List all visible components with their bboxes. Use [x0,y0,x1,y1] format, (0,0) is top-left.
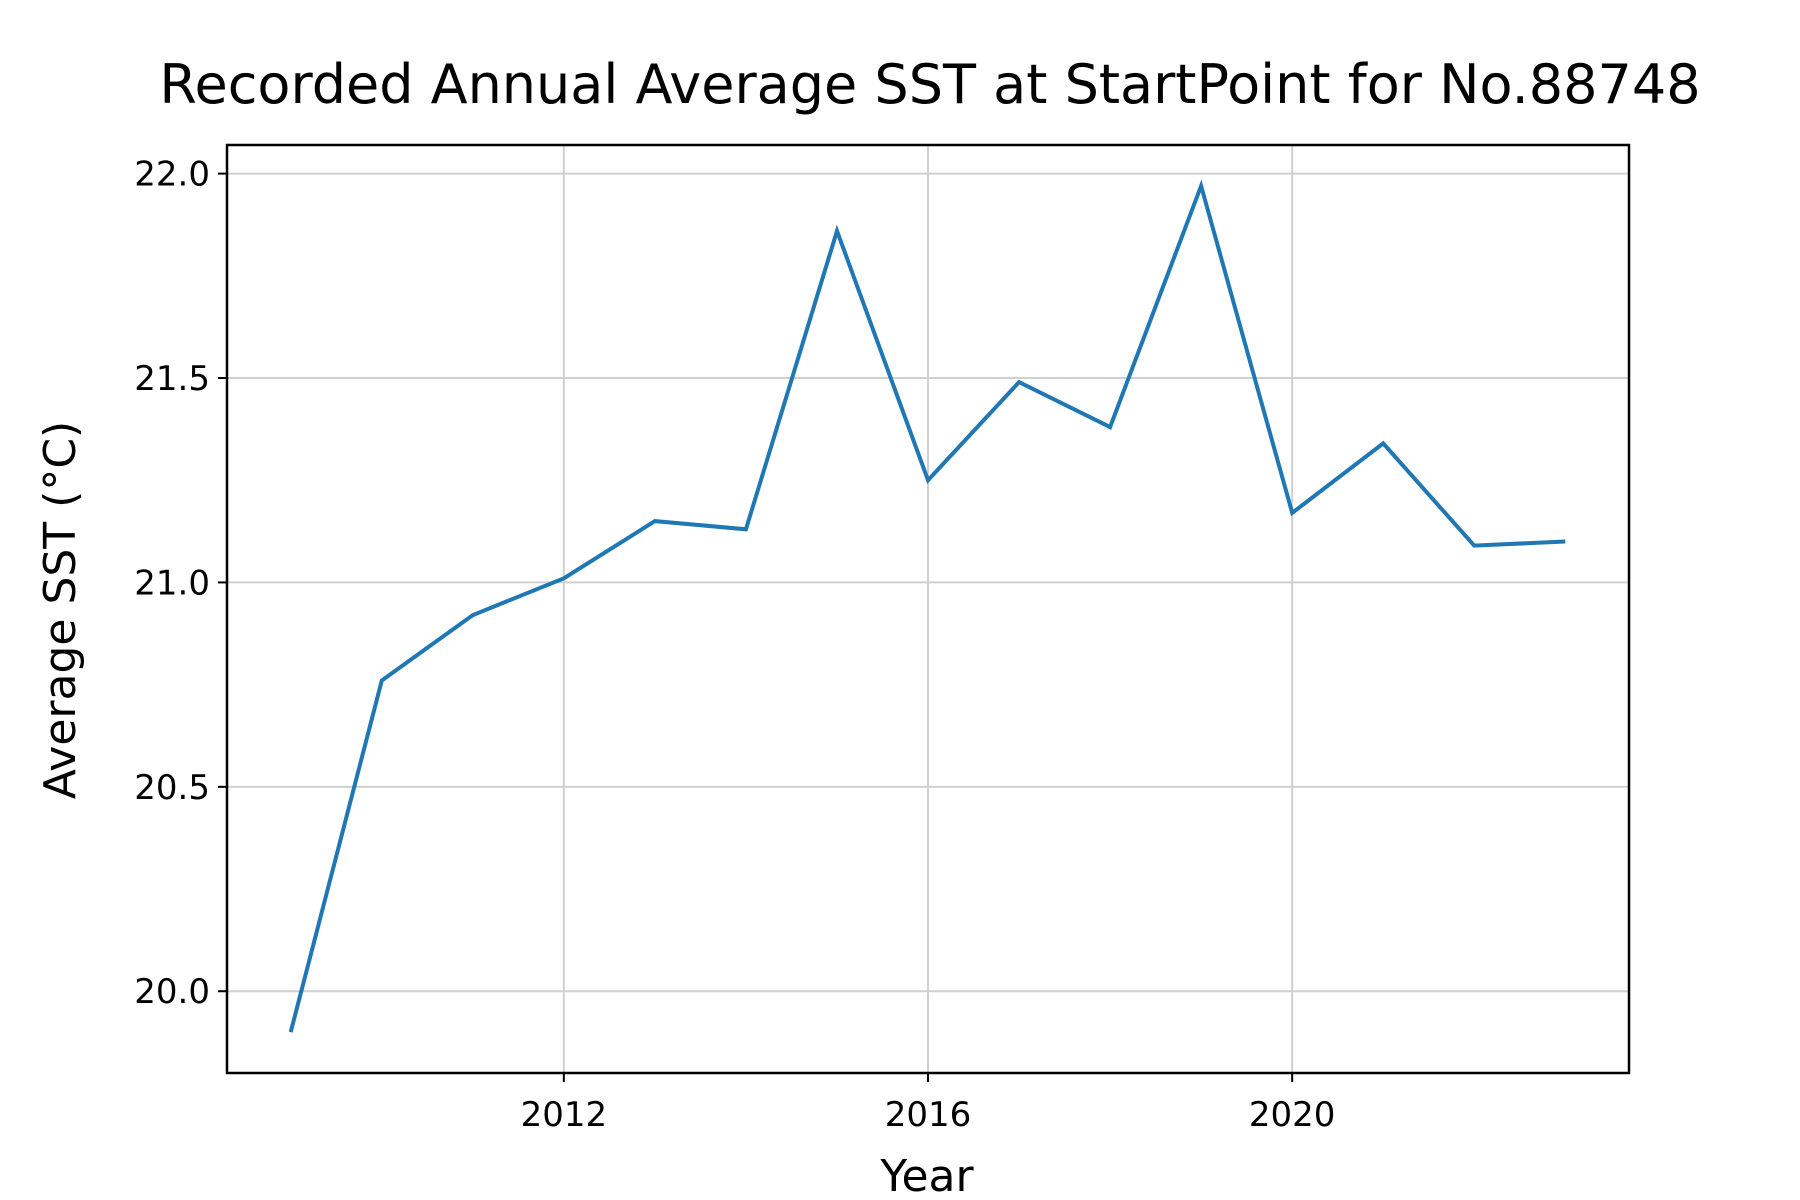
series-line [288,179,1566,1033]
x-axis-title: Year [879,1151,974,1200]
grid [227,145,1629,1073]
y-tick-label: 21.5 [134,359,210,399]
x-tick-label: 2012 [521,1095,608,1135]
x-tick-label: 2020 [1249,1095,1336,1135]
y-tick-label: 22.0 [134,155,210,195]
y-tick-label: 20.0 [134,972,210,1012]
y-tick-label: 21.0 [134,563,210,603]
series-layer [288,179,1566,1033]
y-axis-title: Average SST (°C) [35,421,86,799]
y-tick-label: 20.5 [134,768,210,808]
chart-title: Recorded Annual Average SST at StartPoin… [159,53,1700,116]
axis-ticks: 20.0 20.5 21.0 21.5 22.0 2012 2016 2020 [134,155,1335,1135]
x-tick-label: 2016 [885,1095,972,1135]
